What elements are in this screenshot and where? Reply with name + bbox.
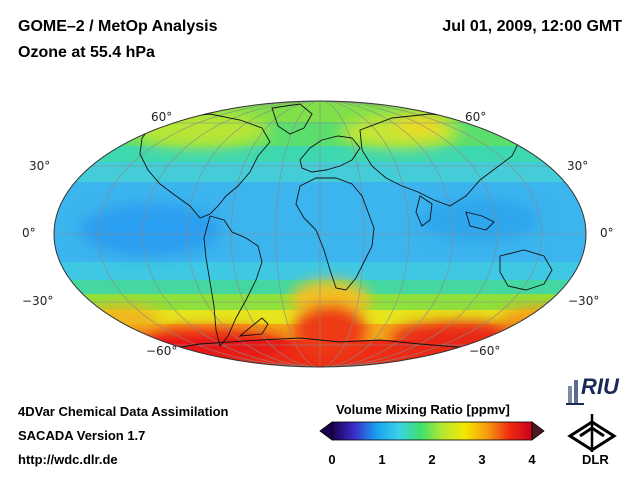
ozone-map bbox=[53, 100, 587, 368]
dlr-logo-text: DLR bbox=[582, 452, 609, 467]
colorbar-gradient bbox=[331, 421, 533, 441]
lat-label-left-60: 60° bbox=[151, 110, 173, 124]
lat-label-left-minus60: −60° bbox=[146, 344, 178, 358]
lat-label-right-30: 30° bbox=[567, 159, 589, 173]
credit-line-1: 4DVar Chemical Data Assimilation bbox=[18, 404, 229, 419]
colorbar-tick-label: 0 bbox=[328, 452, 336, 467]
colorbar-tick-label: 4 bbox=[528, 452, 536, 467]
map-title: GOME–2 / MetOp Analysis bbox=[18, 18, 218, 35]
lat-label-right-0: 0° bbox=[600, 226, 614, 240]
dlr-logo-icon bbox=[567, 414, 617, 452]
colorbar-max-arrow-icon bbox=[531, 421, 545, 441]
riu-logo-text: RIU bbox=[581, 374, 619, 399]
lat-label-left-minus30: −30° bbox=[22, 294, 54, 308]
colorbar bbox=[319, 421, 545, 441]
riu-logo-icon bbox=[566, 380, 584, 405]
lat-label-right-minus60: −60° bbox=[469, 344, 501, 358]
colorbar-tick-label: 2 bbox=[428, 452, 436, 467]
lat-label-left-0: 0° bbox=[22, 226, 36, 240]
lat-label-right-minus30: −30° bbox=[568, 294, 600, 308]
lat-label-left-30: 30° bbox=[29, 159, 51, 173]
map-subtitle: Ozone at 55.4 hPa bbox=[18, 44, 155, 61]
lat-label-right-60: 60° bbox=[465, 110, 487, 124]
colorbar-min-arrow-icon bbox=[319, 421, 333, 441]
credit-url: http://wdc.dlr.de bbox=[18, 452, 118, 467]
credit-line-2: SACADA Version 1.7 bbox=[18, 428, 146, 443]
colorbar-tick-label: 1 bbox=[378, 452, 386, 467]
colorbar-tick-label: 3 bbox=[478, 452, 486, 467]
map-datetime: Jul 01, 2009, 12:00 GMT bbox=[442, 18, 622, 35]
globe-outline bbox=[53, 100, 587, 368]
colorbar-title: Volume Mixing Ratio [ppmv] bbox=[336, 402, 510, 417]
